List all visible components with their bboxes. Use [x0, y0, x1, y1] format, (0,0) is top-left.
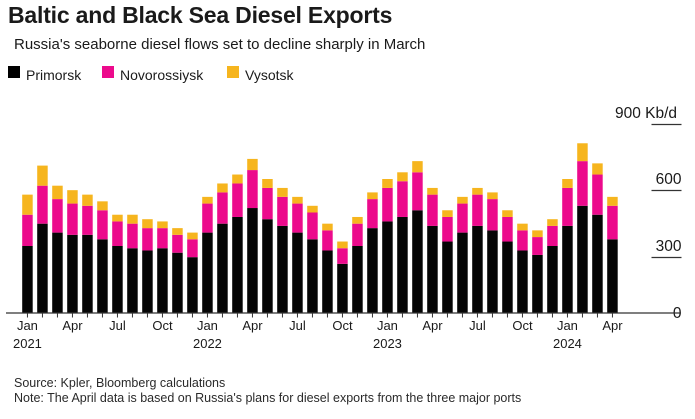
svg-text:900 Kb/d: 900 Kb/d — [615, 105, 677, 122]
svg-text:2021: 2021 — [13, 336, 42, 351]
svg-text:2023: 2023 — [373, 336, 402, 351]
svg-text:Jan: Jan — [557, 318, 578, 333]
svg-text:Apr: Apr — [62, 318, 83, 333]
svg-text:Oct: Oct — [512, 318, 533, 333]
svg-text:Oct: Oct — [152, 318, 173, 333]
svg-text:Oct: Oct — [332, 318, 353, 333]
svg-text:Jan: Jan — [377, 318, 398, 333]
svg-text:Jan: Jan — [17, 318, 38, 333]
svg-text:Apr: Apr — [602, 318, 623, 333]
svg-text:Apr: Apr — [242, 318, 263, 333]
svg-text:Jul: Jul — [289, 318, 306, 333]
svg-text:Jul: Jul — [469, 318, 486, 333]
svg-text:Jul: Jul — [109, 318, 126, 333]
svg-text:600: 600 — [656, 171, 682, 188]
svg-text:2024: 2024 — [553, 336, 582, 351]
svg-text:300: 300 — [656, 238, 682, 255]
svg-text:2022: 2022 — [193, 336, 222, 351]
svg-text:Apr: Apr — [422, 318, 443, 333]
svg-text:Jan: Jan — [197, 318, 218, 333]
